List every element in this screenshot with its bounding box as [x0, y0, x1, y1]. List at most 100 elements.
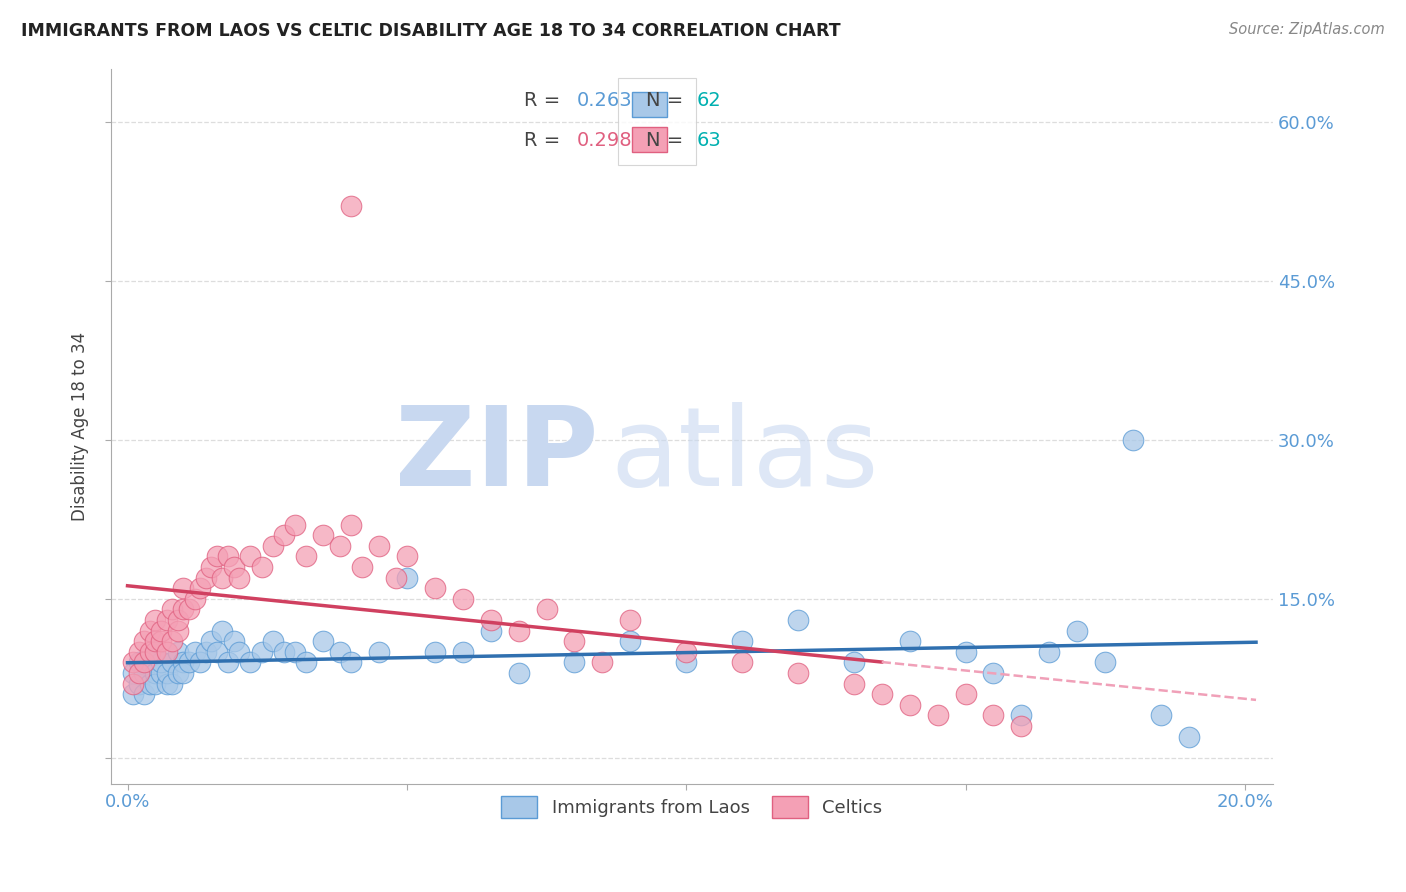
- Point: [1066, 624, 1088, 638]
- Point: [451, 645, 474, 659]
- Point: [166, 666, 188, 681]
- Point: [983, 666, 1005, 681]
- Point: [139, 656, 162, 670]
- Point: [205, 549, 228, 564]
- Point: [211, 624, 233, 638]
- Point: [150, 624, 173, 638]
- Point: [352, 560, 374, 574]
- Point: [134, 666, 156, 681]
- Point: [139, 676, 162, 690]
- Point: [145, 645, 167, 659]
- Point: [619, 613, 641, 627]
- Point: [128, 645, 150, 659]
- Point: [955, 645, 977, 659]
- Point: [150, 666, 173, 681]
- Point: [128, 676, 150, 690]
- Point: [284, 645, 307, 659]
- Point: [479, 624, 502, 638]
- Point: [139, 645, 162, 659]
- Point: [150, 634, 173, 648]
- Point: [1122, 433, 1144, 447]
- Point: [1150, 708, 1173, 723]
- Point: [194, 645, 217, 659]
- Point: [222, 634, 245, 648]
- Point: [211, 571, 233, 585]
- Point: [239, 656, 262, 670]
- Point: [731, 634, 754, 648]
- Point: [423, 581, 446, 595]
- Text: R =: R =: [524, 91, 567, 111]
- Point: [145, 676, 167, 690]
- Point: [1094, 656, 1116, 670]
- Point: [166, 624, 188, 638]
- Point: [188, 581, 211, 595]
- Point: [340, 517, 363, 532]
- Point: [423, 645, 446, 659]
- Point: [955, 687, 977, 701]
- Text: 62: 62: [696, 91, 721, 111]
- Point: [368, 539, 391, 553]
- Text: N =: N =: [647, 91, 690, 111]
- Point: [217, 549, 239, 564]
- Point: [536, 602, 558, 616]
- Y-axis label: Disability Age 18 to 34: Disability Age 18 to 34: [72, 332, 89, 521]
- Point: [384, 571, 406, 585]
- Point: [194, 571, 217, 585]
- Point: [145, 634, 167, 648]
- Point: [312, 528, 335, 542]
- Point: [200, 634, 222, 648]
- Point: [172, 602, 194, 616]
- Text: 0.0%: 0.0%: [105, 793, 150, 811]
- Point: [156, 666, 179, 681]
- Point: [564, 656, 586, 670]
- Point: [183, 645, 205, 659]
- Point: [145, 645, 167, 659]
- Point: [451, 591, 474, 606]
- Point: [591, 656, 613, 670]
- Point: [340, 199, 363, 213]
- Text: 63: 63: [696, 130, 721, 150]
- Text: N =: N =: [647, 130, 690, 150]
- Point: [250, 560, 273, 574]
- Point: [145, 613, 167, 627]
- Point: [731, 656, 754, 670]
- Point: [340, 656, 363, 670]
- Point: [508, 624, 530, 638]
- Point: [166, 645, 188, 659]
- Point: [273, 528, 295, 542]
- Point: [228, 571, 250, 585]
- Point: [479, 613, 502, 627]
- Point: [1010, 719, 1032, 733]
- Point: [205, 645, 228, 659]
- Point: [898, 698, 921, 712]
- Point: [183, 591, 205, 606]
- Point: [273, 645, 295, 659]
- Point: [134, 656, 156, 670]
- Text: IMMIGRANTS FROM LAOS VS CELTIC DISABILITY AGE 18 TO 34 CORRELATION CHART: IMMIGRANTS FROM LAOS VS CELTIC DISABILIT…: [21, 22, 841, 40]
- Point: [128, 666, 150, 681]
- Point: [842, 676, 865, 690]
- Point: [1178, 730, 1201, 744]
- Point: [284, 517, 307, 532]
- Point: [172, 666, 194, 681]
- Point: [395, 571, 418, 585]
- Point: [983, 708, 1005, 723]
- Point: [675, 656, 697, 670]
- Point: [508, 666, 530, 681]
- Point: [262, 634, 284, 648]
- Point: [156, 645, 179, 659]
- Point: [145, 666, 167, 681]
- Point: [1038, 645, 1060, 659]
- Point: [222, 560, 245, 574]
- Point: [122, 687, 145, 701]
- Point: [188, 656, 211, 670]
- Text: Source: ZipAtlas.com: Source: ZipAtlas.com: [1229, 22, 1385, 37]
- Point: [122, 666, 145, 681]
- Point: [1010, 708, 1032, 723]
- Point: [619, 634, 641, 648]
- Point: [295, 549, 318, 564]
- Point: [250, 645, 273, 659]
- Point: [842, 656, 865, 670]
- Point: [156, 613, 179, 627]
- Point: [870, 687, 893, 701]
